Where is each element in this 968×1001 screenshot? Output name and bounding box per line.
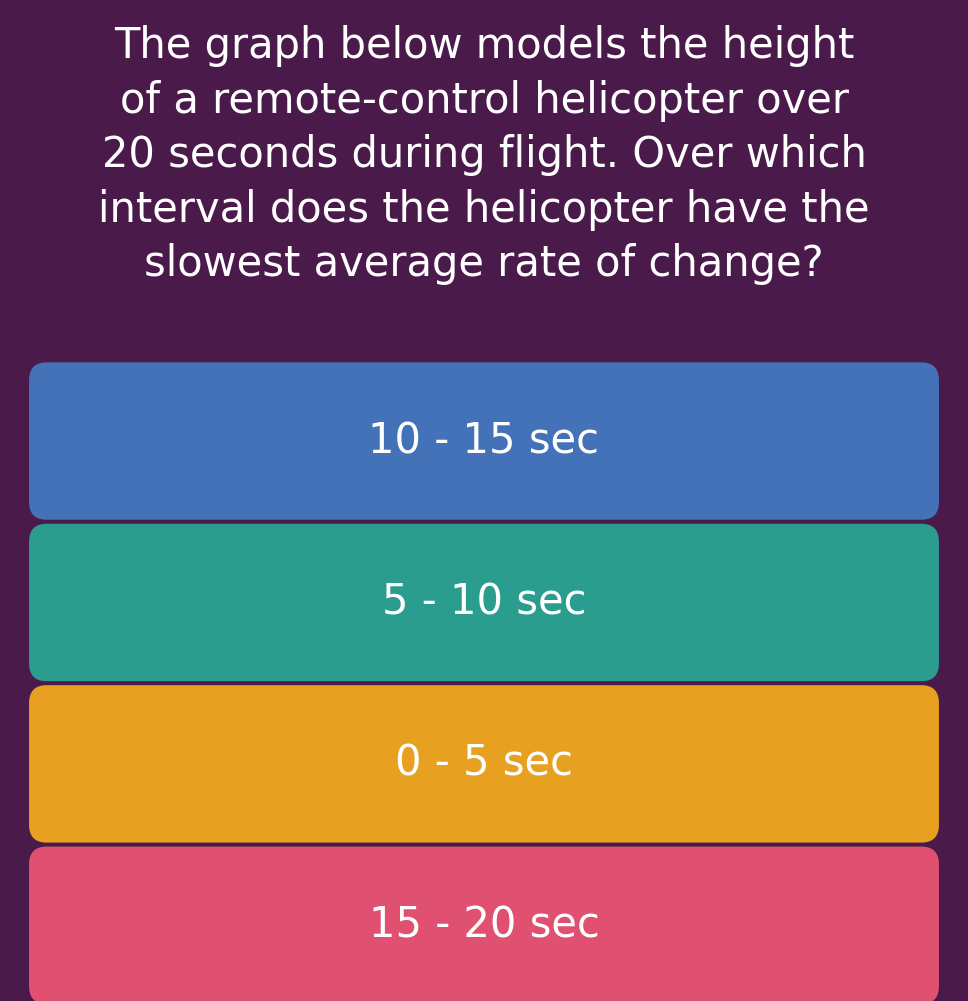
Text: The graph below models the height
of a remote-control helicopter over
20 seconds: The graph below models the height of a r… [98,25,870,285]
FancyBboxPatch shape [29,362,939,520]
Text: 5 - 10 sec: 5 - 10 sec [381,582,587,624]
Text: 15 - 20 sec: 15 - 20 sec [369,904,599,946]
Text: 0 - 5 sec: 0 - 5 sec [395,743,573,785]
FancyBboxPatch shape [29,524,939,681]
Text: 10 - 15 sec: 10 - 15 sec [369,420,599,462]
FancyBboxPatch shape [29,685,939,843]
FancyBboxPatch shape [29,847,939,1001]
